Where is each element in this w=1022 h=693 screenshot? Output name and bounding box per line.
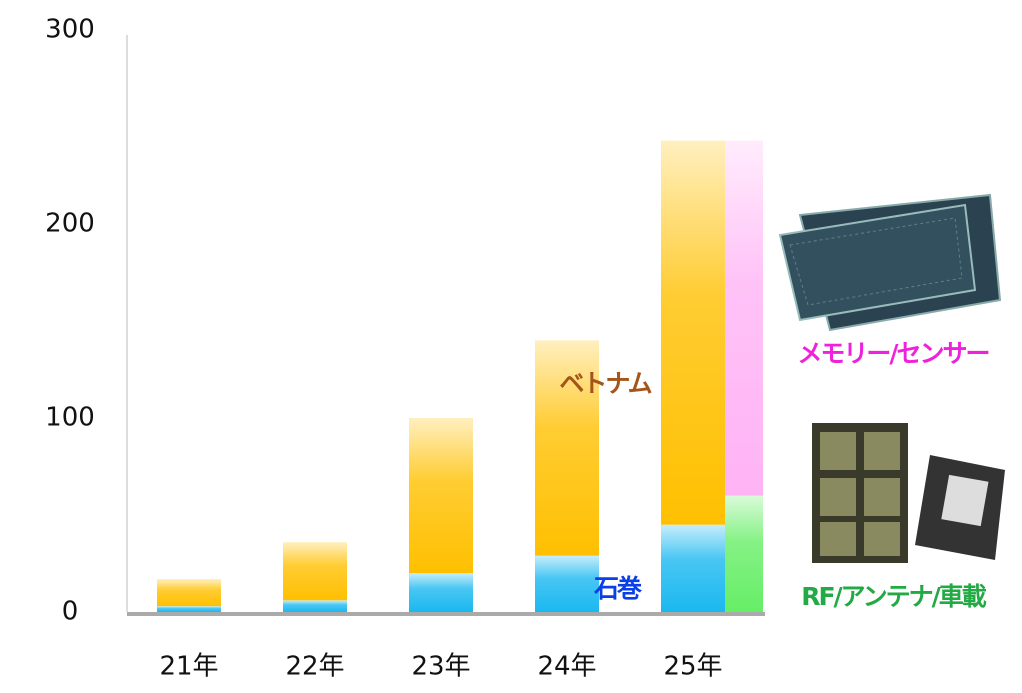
y-tick-label: 300 bbox=[45, 15, 95, 45]
x-tick-label: 25年 bbox=[663, 652, 722, 682]
bar-segment bbox=[535, 555, 599, 612]
bar-segment bbox=[725, 495, 763, 612]
bar-segment bbox=[283, 542, 347, 601]
series-label: ベトナム bbox=[559, 369, 651, 398]
y-tick-label: 100 bbox=[45, 403, 95, 433]
bar-segment bbox=[535, 340, 599, 556]
chip-image-memory bbox=[778, 193, 1002, 332]
x-tick-label: 22年 bbox=[285, 652, 344, 682]
x-tick-label: 23年 bbox=[411, 652, 470, 682]
series-label: メモリー/センサー bbox=[797, 339, 988, 368]
chip-image-rf bbox=[812, 423, 1005, 563]
series-label: 石巻 bbox=[593, 574, 643, 603]
series-label: RF/アンテナ/車載 bbox=[801, 582, 987, 611]
bar-segment bbox=[661, 140, 725, 525]
bar-segment bbox=[409, 573, 473, 612]
x-tick-label: 21年 bbox=[159, 652, 218, 682]
bar-segment bbox=[283, 600, 347, 612]
y-tick-label: 0 bbox=[62, 597, 79, 627]
y-tick-label: 200 bbox=[45, 209, 95, 239]
x-tick-label: 24年 bbox=[537, 652, 596, 682]
bar-segment bbox=[725, 140, 763, 496]
bar-segment bbox=[661, 524, 725, 612]
bar-segment bbox=[157, 606, 221, 612]
bar-segment bbox=[409, 418, 473, 574]
bar-segment bbox=[157, 579, 221, 607]
